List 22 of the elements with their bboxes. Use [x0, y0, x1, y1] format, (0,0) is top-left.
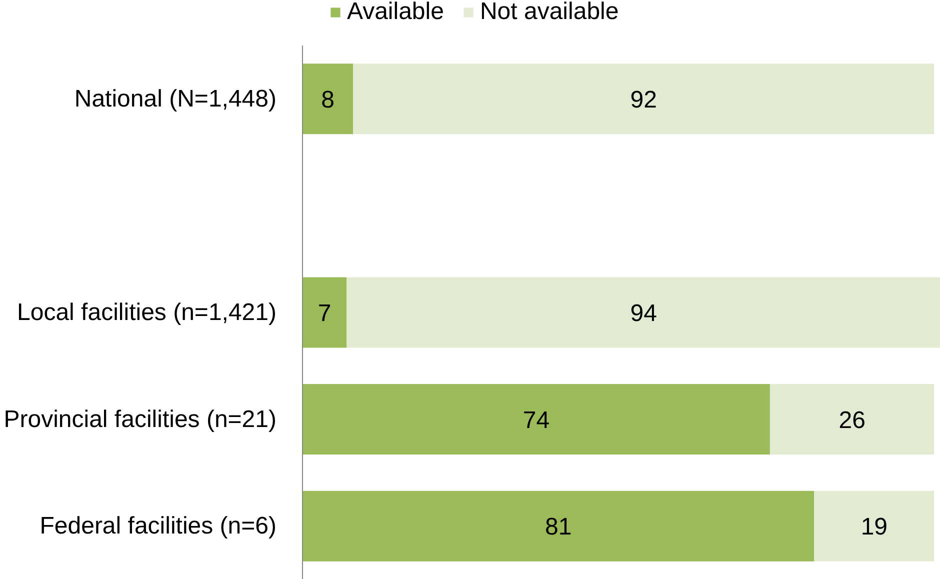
legend-label: Available — [347, 0, 444, 26]
y-tick-label: Local facilities (n=1,421) — [17, 299, 277, 326]
data-label: 94 — [630, 300, 657, 327]
data-label: 92 — [630, 86, 657, 114]
bar — [302, 384, 770, 455]
bar — [302, 64, 354, 134]
bar — [814, 490, 934, 562]
y-tick-label: Provincial facilities (n=21) — [4, 406, 277, 433]
y-tick-label: National (N=1,448) — [74, 85, 277, 112]
bar — [770, 384, 934, 455]
data-label: 81 — [544, 514, 572, 541]
data-label: 19 — [860, 514, 888, 541]
y-tick-label: Federal facilities (n=6) — [40, 512, 276, 540]
data-label: 26 — [838, 406, 866, 434]
legend-label: Not available — [480, 0, 619, 26]
data-label: 7 — [318, 300, 332, 327]
bar — [353, 64, 934, 134]
data-label: 74 — [522, 406, 550, 434]
data-label: 8 — [321, 86, 334, 114]
bar — [302, 490, 814, 562]
bar — [302, 277, 347, 348]
bar — [346, 277, 940, 348]
